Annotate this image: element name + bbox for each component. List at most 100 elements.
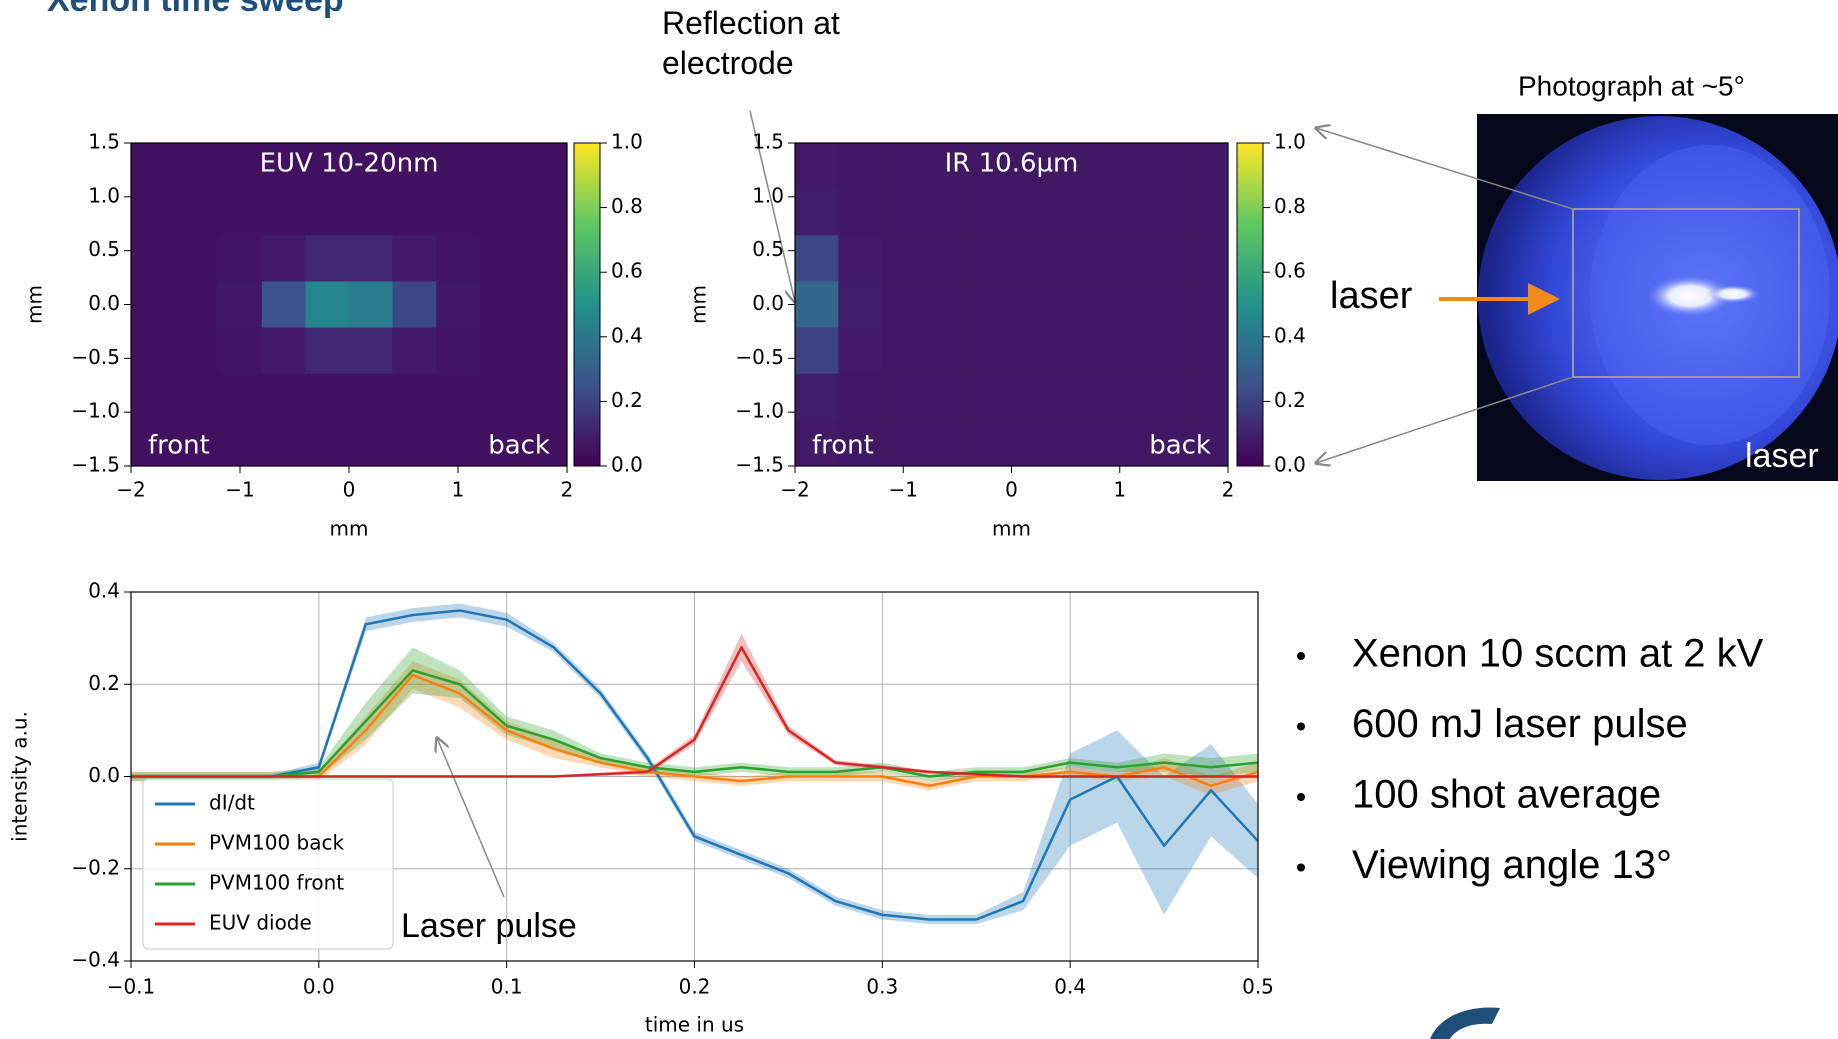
y-tick-label: −0.2 — [71, 855, 120, 879]
heat-cell — [174, 419, 219, 467]
heat-cell — [523, 373, 568, 421]
heat-cell — [1011, 281, 1056, 329]
heat-cell — [924, 143, 969, 190]
legend-label: dI/dt — [209, 791, 255, 815]
heat-cell — [1141, 235, 1186, 282]
heat-cell — [261, 419, 306, 467]
heat-cell — [305, 281, 350, 329]
heat-cell — [131, 143, 176, 190]
heat-cell — [392, 143, 437, 190]
heat-cell — [261, 235, 306, 282]
y-tick-label: 0.4 — [88, 579, 120, 603]
heat-cell — [1141, 189, 1186, 236]
heat-cell — [881, 419, 926, 467]
heat-cell — [218, 373, 263, 421]
heat-cell — [1098, 143, 1142, 190]
heat-cell — [1098, 235, 1142, 282]
colorbar — [573, 142, 601, 467]
heat-cell — [479, 327, 524, 375]
heat-cell — [968, 235, 1012, 282]
heat-cell — [881, 189, 926, 236]
heat-cell — [1184, 327, 1229, 375]
legend-label: EUV diode — [209, 911, 312, 935]
y-tick-label: 0.0 — [752, 291, 784, 315]
heat-cell — [968, 419, 1012, 467]
y-tick-label: 1.0 — [752, 183, 784, 207]
colorbar-tick-label: 0.8 — [611, 194, 643, 218]
heat-cell — [1184, 143, 1229, 190]
heat-cell — [795, 189, 839, 236]
heat-cell — [218, 281, 263, 329]
photo-label: laser — [1745, 437, 1819, 475]
y-axis-label: mm — [23, 285, 47, 324]
heat-cell — [218, 419, 263, 467]
heat-cell — [1184, 235, 1229, 282]
heat-cell — [523, 143, 568, 190]
heat-cell — [523, 235, 568, 282]
heat-cell — [218, 235, 263, 282]
heat-cell — [349, 189, 394, 236]
legend-box — [142, 778, 394, 950]
heat-cell — [838, 235, 883, 282]
x-tick-label: 0.4 — [1054, 975, 1086, 999]
annotation-arrow — [749, 110, 795, 302]
x-tick-label: 0 — [343, 478, 356, 502]
heat-cell — [968, 327, 1012, 375]
series-line — [131, 646, 1258, 778]
heat-cell — [523, 281, 568, 329]
heat-cell — [1054, 419, 1099, 467]
heat-cell — [261, 373, 306, 421]
colorbar-tick-label: 0.6 — [1274, 259, 1306, 283]
zoom-arrow — [1316, 376, 1574, 463]
y-tick-label: 0.0 — [88, 763, 120, 787]
heat-cell — [436, 373, 481, 421]
heat-cell — [838, 143, 883, 190]
heat-cell — [795, 281, 839, 329]
heat-cell — [131, 419, 176, 467]
heat-cell — [924, 419, 969, 467]
x-tick-label: 1 — [452, 478, 465, 502]
colorbar-tick-label: 0.2 — [611, 388, 643, 412]
y-tick-label: −0.4 — [71, 948, 120, 972]
heat-cell — [479, 281, 524, 329]
heat-cell — [392, 281, 437, 329]
heat-cell — [838, 281, 883, 329]
y-tick-label: 0.5 — [752, 237, 784, 261]
heat-cell — [174, 327, 219, 375]
heat-cell — [1054, 281, 1099, 329]
x-tick-label: −2 — [780, 478, 809, 502]
legend-label: PVM100 front — [209, 871, 344, 895]
heat-cell — [1141, 143, 1186, 190]
heat-cell — [1098, 327, 1142, 375]
heat-cell — [523, 419, 568, 467]
heat-cell — [392, 189, 437, 236]
heat-cell — [305, 143, 350, 190]
x-tick-label: 0.3 — [866, 975, 898, 999]
heat-cell — [1054, 373, 1099, 421]
bullet-text: 600 mJ laser pulse — [1352, 702, 1688, 746]
x-tick-label: 0.5 — [1242, 975, 1274, 999]
error-band — [131, 647, 1258, 782]
colorbar-tick-label: 0.4 — [1274, 323, 1306, 347]
y-tick-label: 0.2 — [88, 671, 120, 695]
colorbar-tick-label: 0.8 — [1274, 194, 1306, 218]
heat-cell — [838, 419, 883, 467]
heat-cell — [795, 235, 839, 282]
heat-cell — [838, 373, 883, 421]
heat-cell — [261, 143, 306, 190]
heat-cell — [349, 327, 394, 375]
colorbar — [1236, 142, 1264, 467]
heat-cell — [968, 281, 1012, 329]
heat-cell — [392, 327, 437, 375]
heat-cell — [392, 235, 437, 282]
x-tick-label: −0.1 — [107, 975, 156, 999]
x-tick-label: 2 — [1222, 478, 1235, 502]
y-tick-label: 0.5 — [88, 237, 120, 261]
heat-cell — [349, 143, 394, 190]
heat-cell — [1054, 189, 1099, 236]
heat-cell — [436, 235, 481, 282]
heat-cell — [1098, 373, 1142, 421]
y-tick-label: 1.0 — [88, 183, 120, 207]
bullet-dot — [1297, 652, 1305, 660]
corner-label: front — [148, 431, 210, 461]
